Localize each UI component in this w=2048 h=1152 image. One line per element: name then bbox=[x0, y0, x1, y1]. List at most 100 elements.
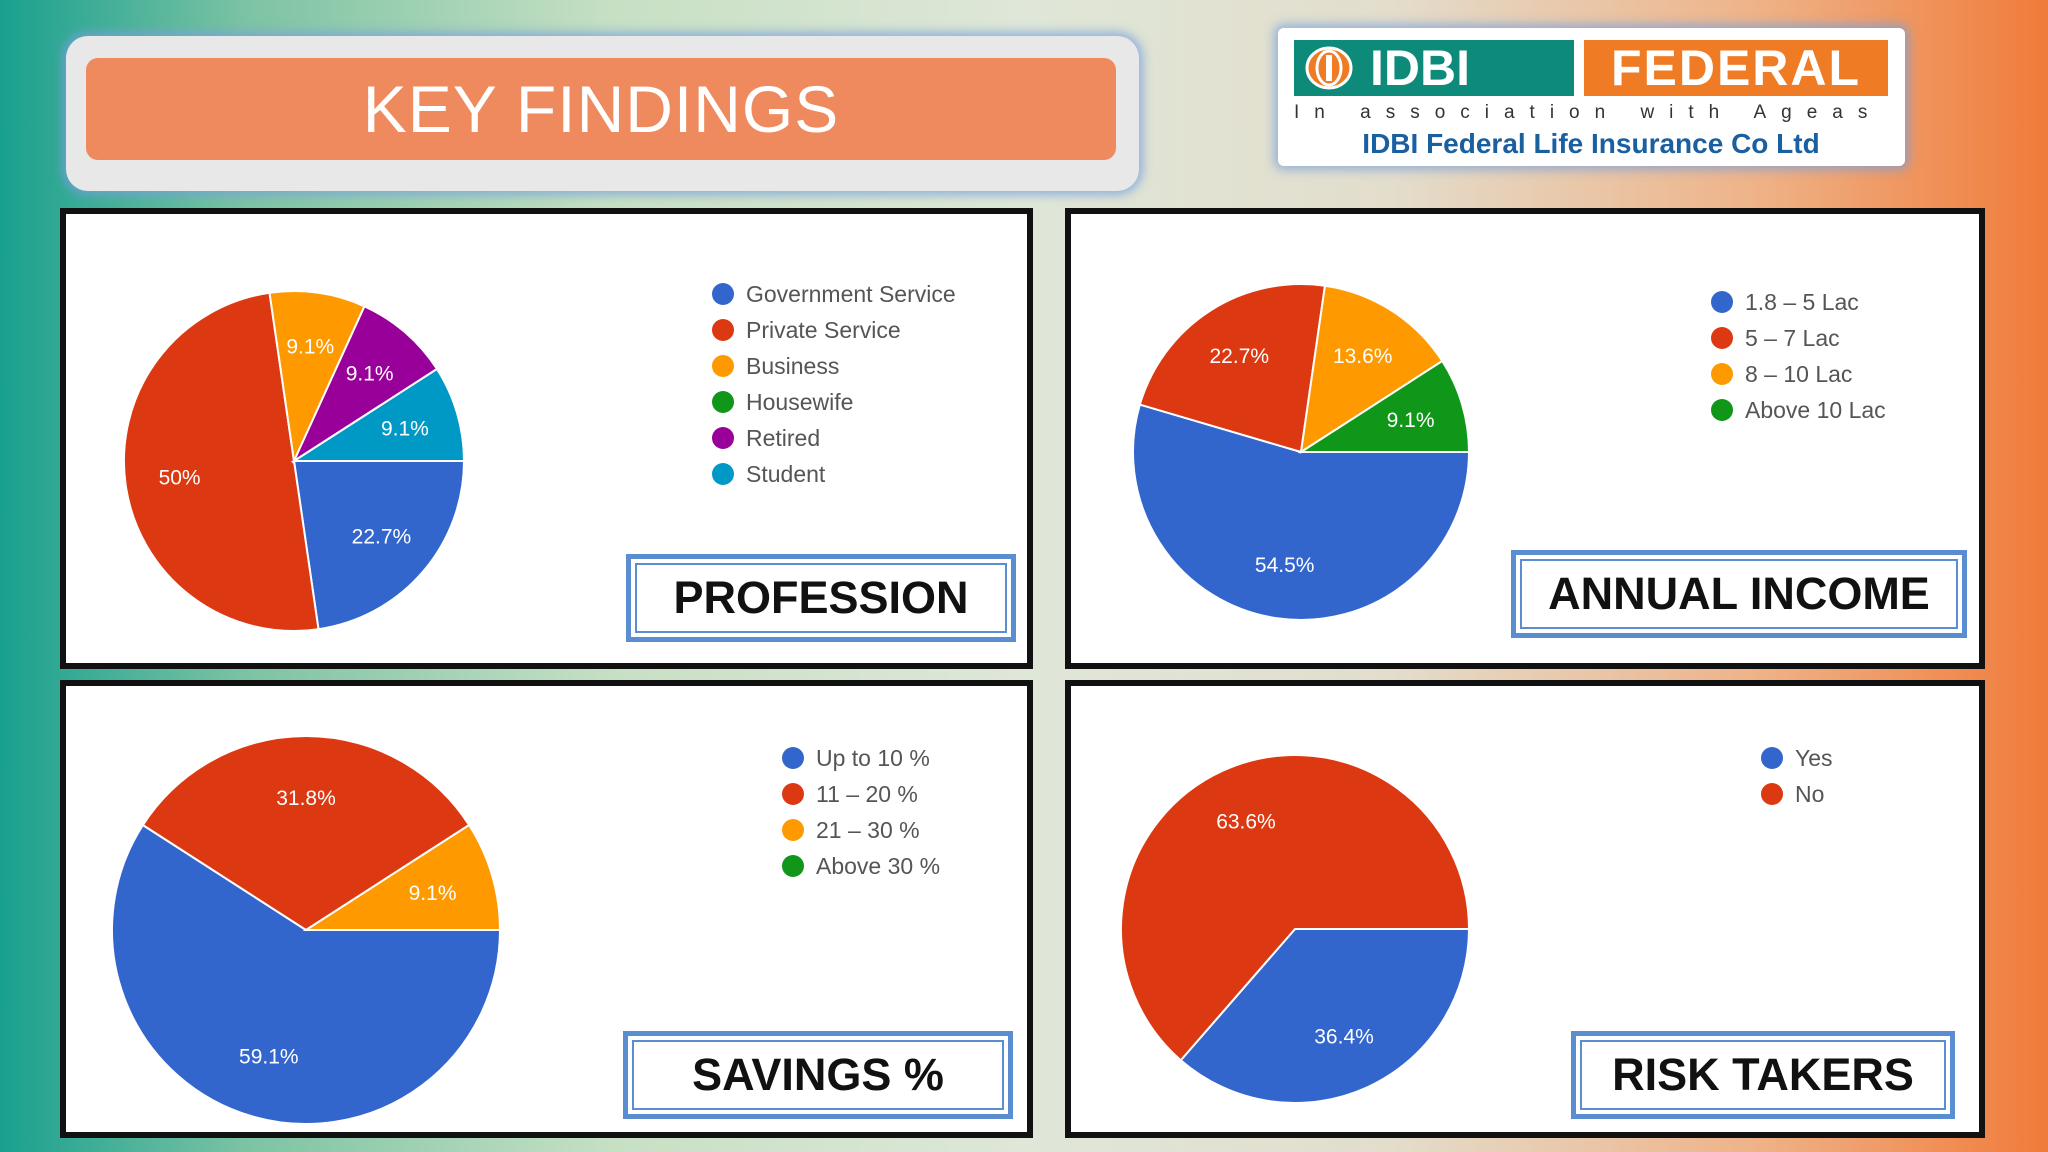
risk-takers-pie-chart: 36.4% 63.6% bbox=[1120, 754, 1471, 1104]
profession-legend-label: Housewife bbox=[746, 388, 854, 415]
annual-income-slice-8-10-lac bbox=[1299, 284, 1444, 455]
page-title: KEY FINDINGS bbox=[86, 58, 1116, 160]
profession-data-label: 9.1% bbox=[286, 336, 334, 359]
annual-income-slice-1-8-5-lac bbox=[1132, 403, 1471, 621]
savings-legend-swatch bbox=[782, 747, 804, 769]
profession-legend-label: Private Service bbox=[746, 316, 901, 343]
savings-legend-item: Above 30 % bbox=[782, 848, 940, 884]
annual-income-data-label: 9.1% bbox=[1387, 409, 1435, 432]
profession-data-label: 9.1% bbox=[381, 417, 429, 440]
savings-data-label: 9.1% bbox=[409, 882, 457, 905]
savings-legend-item: Up to 10 % bbox=[782, 740, 940, 776]
annual-income-legend-label: 1.8 – 5 Lac bbox=[1745, 288, 1859, 315]
profession-legend-swatch bbox=[712, 463, 734, 485]
savings-legend-label: Above 30 % bbox=[816, 852, 941, 879]
annual-income-legend-label: Above 10 Lac bbox=[1745, 396, 1886, 423]
savings-legend-label: 11 – 20 % bbox=[816, 780, 918, 807]
profession-legend-label: Government Service bbox=[746, 280, 956, 307]
risk-takers-legend-swatch bbox=[1761, 783, 1783, 805]
savings-data-label: 59.1% bbox=[239, 1046, 299, 1069]
annual-income-data-label: 13.6% bbox=[1333, 345, 1393, 368]
risk-takers-slice-yes bbox=[1179, 928, 1471, 1104]
risk-takers-chart-panel: 36.4% 63.6% Yes No RISK TAKERS bbox=[1065, 680, 1985, 1138]
savings-legend-item: 21 – 30 % bbox=[782, 812, 940, 848]
annual-income-legend-label: 5 – 7 Lac bbox=[1745, 324, 1840, 351]
risk-takers-data-label: 63.6% bbox=[1216, 810, 1276, 833]
risk-takers-legend: Yes No bbox=[1761, 740, 1833, 812]
risk-takers-data-label: 36.4% bbox=[1314, 1026, 1374, 1049]
title-frame: KEY FINDINGS bbox=[66, 36, 1139, 191]
profession-pie-chart: 22.7% 50% 9.1% 9.1% 9.1% bbox=[123, 290, 466, 632]
profession-legend-swatch bbox=[712, 355, 734, 377]
risk-takers-slice-no bbox=[1120, 754, 1471, 1062]
profession-slice-student bbox=[290, 367, 466, 462]
profession-legend-item: Private Service bbox=[712, 312, 956, 348]
annual-income-legend-swatch bbox=[1711, 327, 1733, 349]
savings-legend-swatch bbox=[782, 819, 804, 841]
annual-income-label-box: ANNUAL INCOME bbox=[1511, 550, 1967, 638]
annual-income-data-label: 22.7% bbox=[1210, 345, 1270, 368]
profession-legend: Government Service Private Service Busines… bbox=[712, 276, 956, 492]
savings-legend-label: 21 – 30 % bbox=[816, 816, 920, 843]
risk-takers-label-box: RISK TAKERS bbox=[1571, 1031, 1955, 1119]
risk-takers-legend-label: No bbox=[1795, 780, 1825, 807]
savings-legend-item: 11 – 20 % bbox=[782, 776, 940, 812]
annual-income-legend-label: 8 – 10 Lac bbox=[1745, 360, 1853, 387]
annual-income-slice-above-10-lac bbox=[1297, 359, 1471, 453]
logo-brand-right: FEDERAL bbox=[1584, 40, 1888, 96]
savings-slice-21-30 bbox=[302, 823, 502, 931]
savings-pie-chart: 59.1% 31.8% 9.1% bbox=[111, 735, 502, 1125]
profession-legend-item: Government Service bbox=[712, 276, 956, 312]
profession-legend-label: Business bbox=[746, 352, 840, 379]
profession-slice-private-service bbox=[123, 291, 320, 632]
annual-income-legend-swatch bbox=[1711, 399, 1733, 421]
profession-slice-government-service bbox=[292, 460, 466, 631]
company-logo: IDBI FEDERAL In association with Ageas I… bbox=[1278, 28, 1905, 166]
risk-takers-label: RISK TAKERS bbox=[1612, 1049, 1914, 1100]
savings-legend-swatch bbox=[782, 855, 804, 877]
profession-legend-item: Retired bbox=[712, 420, 956, 456]
profession-legend-swatch bbox=[712, 427, 734, 449]
risk-takers-legend-label: Yes bbox=[1795, 744, 1833, 771]
savings-legend: Up to 10 % 11 – 20 % 21 – 30 % Above 30 % bbox=[782, 740, 940, 884]
profession-legend-swatch bbox=[712, 283, 734, 305]
savings-slice-up-to-10 bbox=[111, 823, 502, 1125]
savings-label: SAVINGS % bbox=[692, 1049, 944, 1100]
annual-income-legend: 1.8 – 5 Lac 5 – 7 Lac 8 – 10 Lac Above 10 L… bbox=[1711, 284, 1886, 428]
annual-income-legend-swatch bbox=[1711, 363, 1733, 385]
profession-data-label: 9.1% bbox=[346, 363, 394, 386]
annual-income-legend-item: 1.8 – 5 Lac bbox=[1711, 284, 1886, 320]
profession-label: PROFESSION bbox=[673, 572, 969, 623]
risk-takers-legend-swatch bbox=[1761, 747, 1783, 769]
profession-legend-item: Housewife bbox=[712, 384, 956, 420]
savings-legend-swatch bbox=[782, 783, 804, 805]
logo-company-name: IDBI Federal Life Insurance Co Ltd bbox=[1362, 128, 1820, 159]
profession-data-label: 50% bbox=[159, 467, 201, 490]
risk-takers-legend-item: Yes bbox=[1761, 740, 1833, 776]
annual-income-label: ANNUAL INCOME bbox=[1548, 568, 1930, 619]
logo-emblem-icon bbox=[1294, 40, 1364, 96]
savings-data-label: 31.8% bbox=[276, 787, 336, 810]
annual-income-data-label: 54.5% bbox=[1255, 554, 1315, 577]
annual-income-legend-swatch bbox=[1711, 291, 1733, 313]
annual-income-legend-item: 8 – 10 Lac bbox=[1711, 356, 1886, 392]
annual-income-chart-panel: 54.5% 22.7% 13.6% 9.1% 1.8 – 5 Lac 5 – 7 Lac… bbox=[1065, 208, 1985, 669]
profession-chart-panel: 22.7% 50% 9.1% 9.1% 9.1% Government Service P… bbox=[60, 208, 1033, 669]
savings-chart-panel: 59.1% 31.8% 9.1% Up to 10 % 11 – 20 % 21 – 3… bbox=[60, 680, 1033, 1138]
profession-label-box: PROFESSION bbox=[626, 554, 1016, 642]
logo-brand-left: IDBI bbox=[1364, 40, 1574, 96]
savings-slice-11-20 bbox=[141, 735, 471, 932]
profession-legend-item: Business bbox=[712, 348, 956, 384]
profession-legend-label: Retired bbox=[746, 424, 821, 451]
profession-legend-swatch bbox=[712, 319, 734, 341]
savings-legend-label: Up to 10 % bbox=[816, 744, 930, 771]
profession-legend-label: Student bbox=[746, 460, 826, 487]
savings-label-box: SAVINGS % bbox=[623, 1031, 1013, 1119]
logo-tagline: In association with Ageas bbox=[1294, 102, 1883, 123]
profession-legend-item: Student bbox=[712, 456, 956, 492]
logo-banner: IDBI FEDERAL bbox=[1294, 40, 1888, 96]
annual-income-pie-chart: 54.5% 22.7% 13.6% 9.1% bbox=[1132, 283, 1471, 621]
profession-legend-swatch bbox=[712, 391, 734, 413]
profession-slice-retired bbox=[291, 304, 439, 464]
annual-income-slice-5-7-lac bbox=[1138, 283, 1327, 454]
